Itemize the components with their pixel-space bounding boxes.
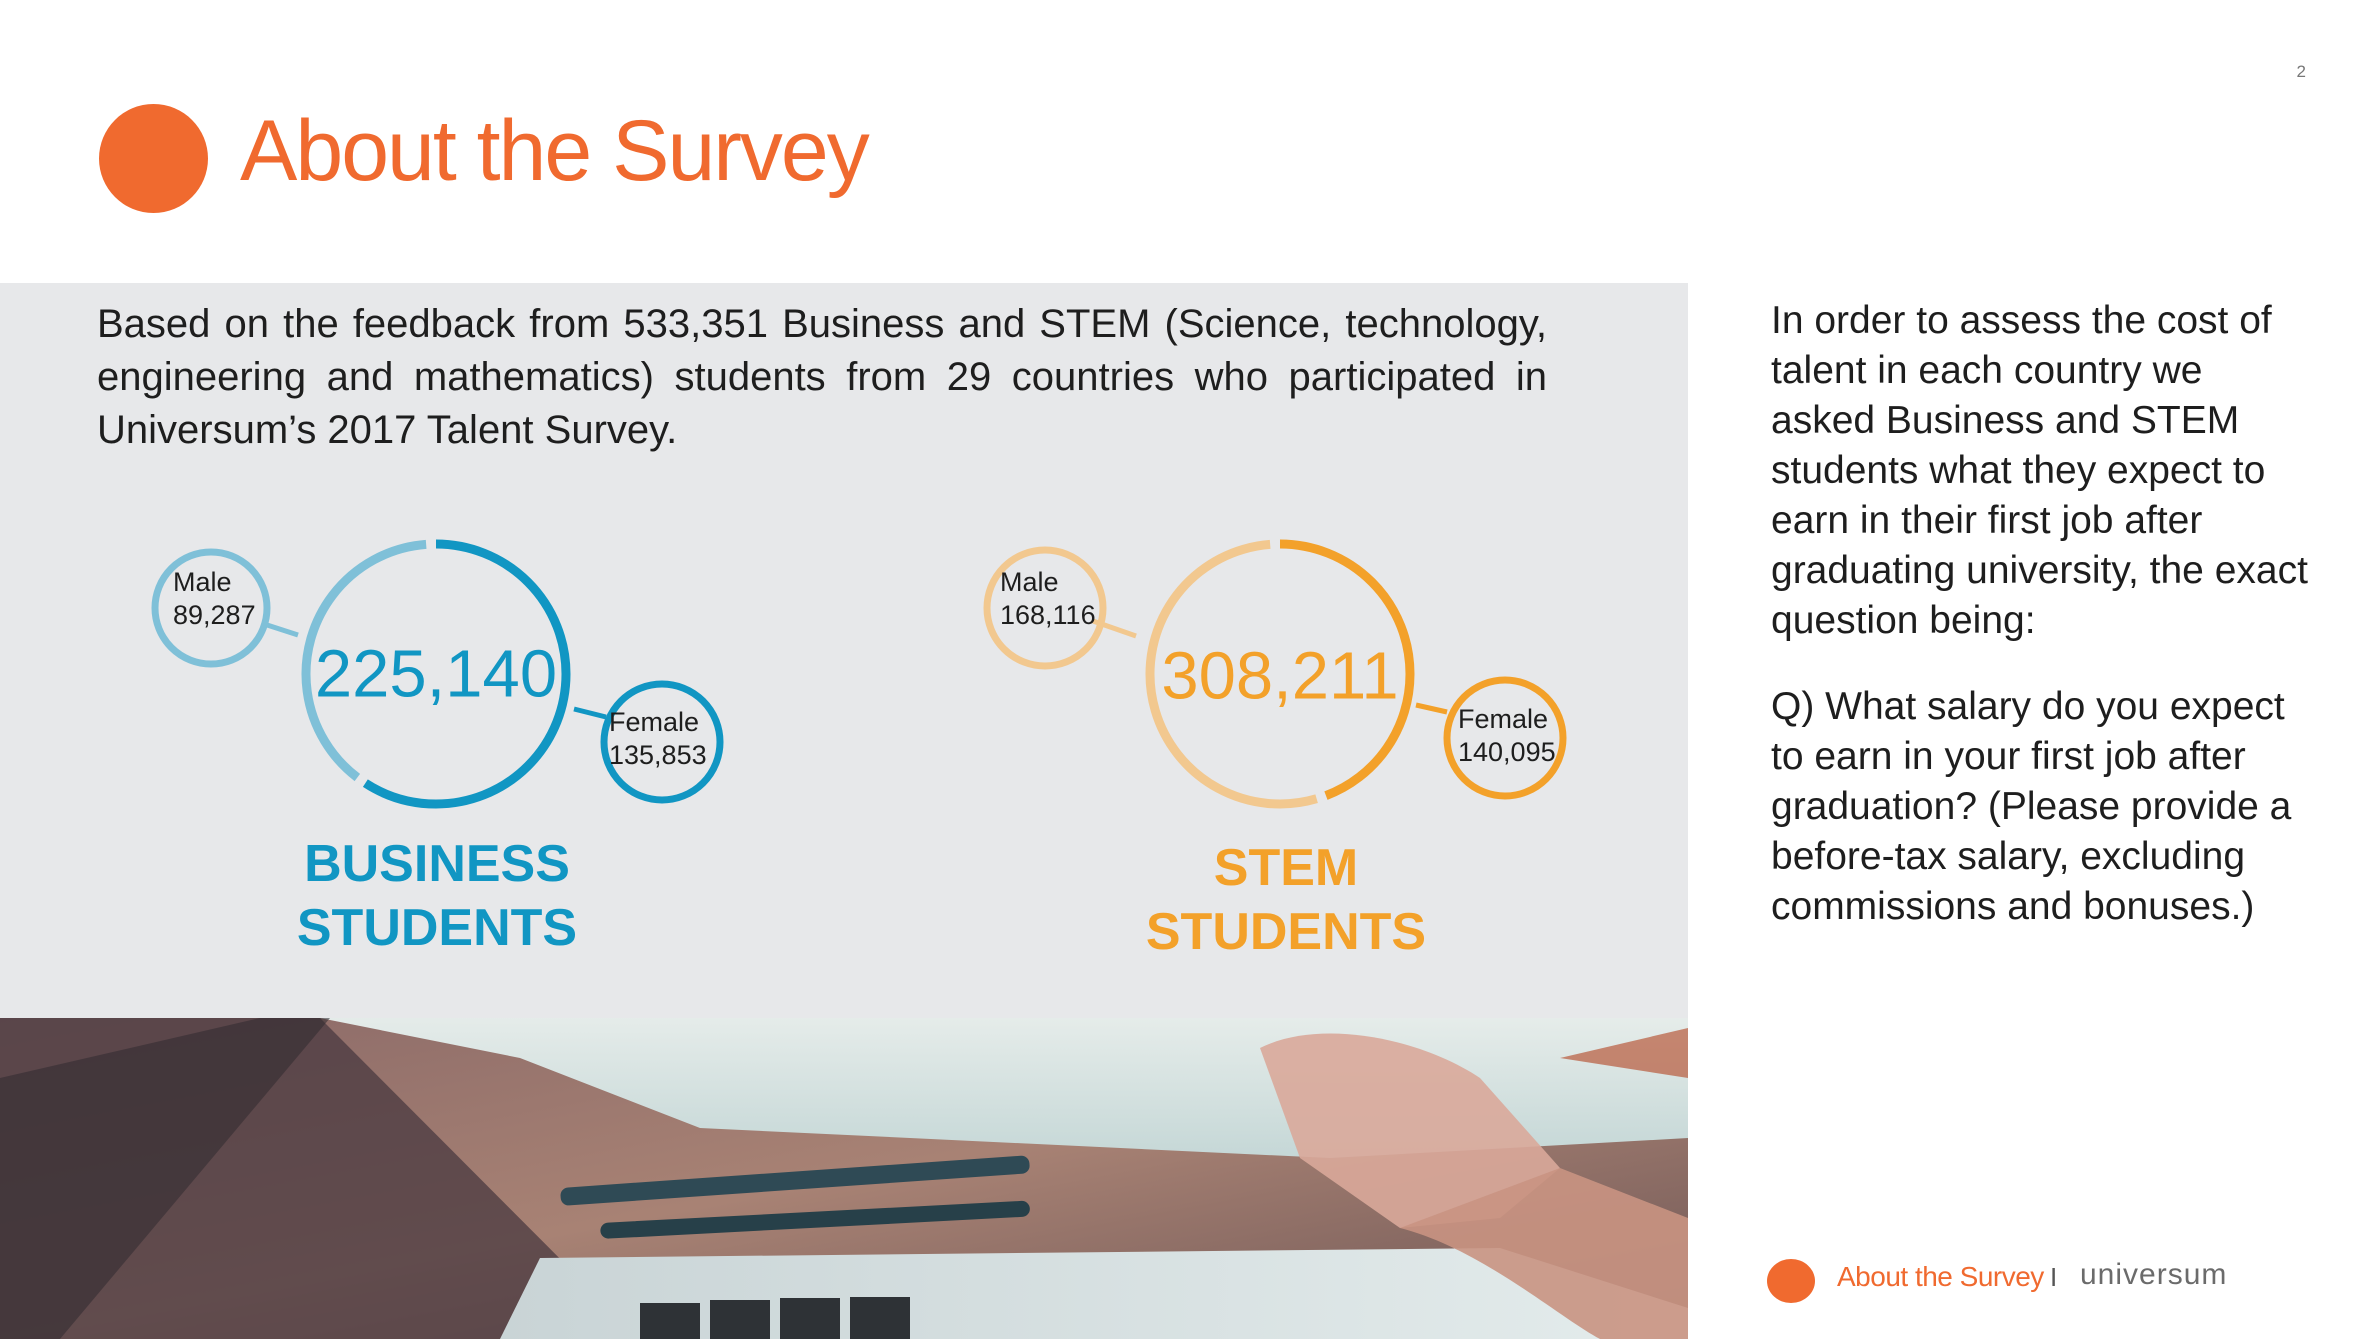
sidebar-paragraph-2: Q) What salary do you expect to earn in … — [1771, 685, 2292, 928]
business-male-label: Male 89,287 — [173, 566, 256, 632]
footer-dot-icon — [1767, 1259, 1815, 1303]
footer-separator: I — [2050, 1262, 2058, 1292]
page-title: About the Survey — [240, 103, 870, 199]
business-male-value: 89,287 — [173, 600, 256, 630]
business-female-arc — [301, 539, 571, 809]
stem-female-arc — [1145, 539, 1415, 809]
business-female-value: 135,853 — [609, 740, 707, 770]
business-male-label-text: Male — [173, 567, 232, 597]
respondent-rings — [151, 539, 1567, 809]
business-female-label: Female 135,853 — [609, 706, 707, 772]
stem-group-title: STEM STUDENTS — [1146, 836, 1426, 964]
stem-female-value: 140,095 — [1458, 737, 1556, 767]
title-dot-icon — [99, 104, 208, 213]
business-female-connector — [573, 706, 607, 720]
stem-female-label-text: Female — [1458, 704, 1549, 734]
business-group-title: BUSINESS STUDENTS — [297, 832, 577, 960]
stem-male-value: 168,116 — [1000, 600, 1096, 630]
sidebar-paragraph-1: In order to assess the cost of talent in… — [1771, 299, 2308, 642]
page-number: 2 — [2296, 62, 2306, 81]
business-female-label-text: Female — [609, 707, 700, 737]
stem-female-bubble — [1443, 676, 1567, 800]
business-male-bubble — [151, 548, 271, 668]
stem-female-label: Female 140,095 — [1458, 703, 1556, 769]
stem-male-label: Male 168,116 — [1000, 566, 1096, 632]
workspace-photo — [0, 1018, 1688, 1339]
business-female-bubble — [600, 680, 724, 804]
stem-female-connector — [1415, 702, 1448, 715]
business-title-line2: STUDENTS — [296, 899, 578, 957]
stem-title-line2: STUDENTS — [1145, 903, 1427, 961]
business-male-connector — [263, 621, 299, 638]
intro-text: Based on the feedback from 533,351 Busin… — [97, 302, 1547, 452]
universum-logo: universum — [2080, 1258, 2228, 1291]
stem-total: 308,211 — [1161, 638, 1399, 714]
business-total: 225,140 — [314, 636, 558, 712]
stem-male-bubble — [983, 546, 1107, 670]
business-title-line1: BUSINESS — [304, 835, 570, 893]
stem-title-line1: STEM — [1213, 839, 1359, 897]
stem-male-label-text: Male — [1000, 567, 1059, 597]
footer-section-name: About the Survey — [1837, 1261, 2044, 1292]
